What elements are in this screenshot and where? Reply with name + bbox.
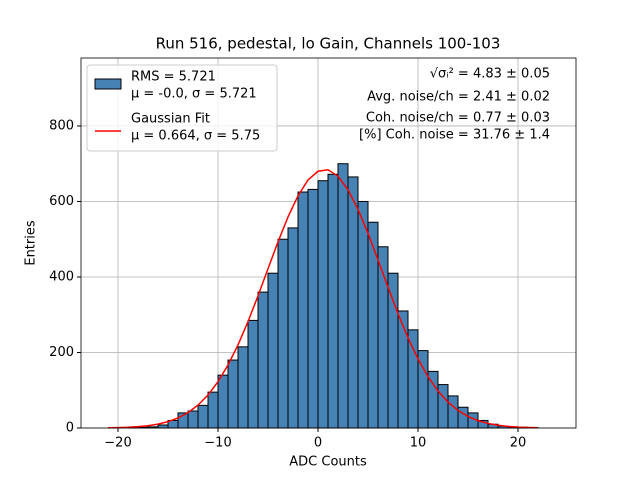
bar: [187, 410, 199, 429]
bar: [397, 310, 409, 429]
bar: [387, 272, 399, 429]
annotation: Avg. noise/ch = 2.41 ± 0.02: [367, 90, 550, 105]
bar: [367, 221, 379, 429]
bar: [297, 191, 309, 429]
x-tick-label: −10: [204, 436, 231, 451]
annotation: [%] Coh. noise = 31.76 ± 1.4: [359, 128, 550, 143]
legend-swatch: [94, 78, 122, 90]
bar: [257, 291, 269, 429]
bar: [277, 238, 289, 429]
x-tick-label: 0: [314, 436, 322, 451]
annotation: Coh. noise/ch = 0.77 ± 0.03: [366, 111, 550, 126]
bar: [227, 359, 239, 429]
x-tick-label: −20: [104, 436, 131, 451]
bar: [457, 406, 469, 429]
x-axis-label: ADC Counts: [289, 455, 367, 470]
bar: [267, 272, 279, 429]
plot-frame: [80, 57, 577, 429]
legend-box: [86, 64, 278, 152]
bar: [237, 346, 249, 429]
chart-title: Run 516, pedestal, lo Gain, Channels 100…: [156, 35, 501, 53]
bar: [447, 395, 459, 429]
y-axis-label: Entries: [24, 220, 39, 266]
bar: [317, 180, 329, 429]
legend-label: μ = -0.0, σ = 5.721: [131, 87, 257, 102]
y-tick-label: 400: [49, 269, 74, 284]
bar: [327, 173, 339, 429]
bar: [357, 200, 369, 429]
bar: [157, 424, 169, 429]
x-tick-label: 20: [510, 436, 527, 451]
fit-line: [107, 168, 539, 429]
bar: [407, 329, 419, 429]
y-tick-label: 800: [49, 118, 74, 133]
legend-label: Gaussian Fit: [131, 112, 210, 127]
bar: [217, 374, 229, 429]
legend-label: RMS = 5.721: [131, 70, 216, 85]
y-tick-label: 200: [49, 345, 74, 360]
x-tick-label: 10: [410, 436, 427, 451]
y-tick-label: 0: [66, 421, 74, 436]
bar: [437, 384, 449, 429]
bar: [247, 319, 259, 429]
bar: [207, 391, 219, 429]
annotation: √σᵢ² = 4.83 ± 0.05: [430, 67, 550, 82]
legend-label: μ = 0.664, σ = 5.75: [131, 129, 260, 144]
bar: [287, 227, 299, 429]
y-tick-label: 600: [49, 194, 74, 209]
bar: [337, 163, 349, 429]
bar: [347, 176, 359, 429]
bar: [307, 188, 319, 429]
bar: [197, 404, 209, 429]
